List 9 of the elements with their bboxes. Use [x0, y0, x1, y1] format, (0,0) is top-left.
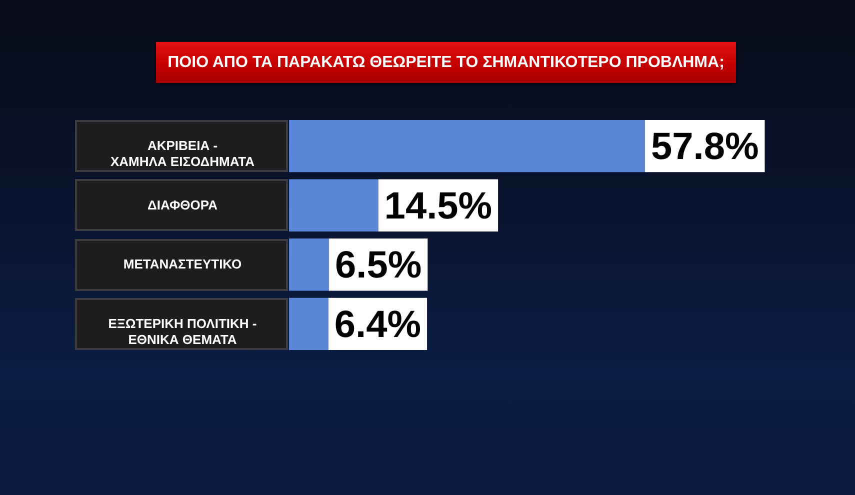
y-tick-label: ΑΚΡΙΒΕΙΑ - ΧΑΜΗΛΑ ΕΙΣΟΔΗΜΑΤΑ [110, 138, 256, 170]
y-tick-label: ΕΞΩΤΕΡΙΚΗ ΠΟΛΙΤΙΚΗ - ΕΘΝΙΚΑ ΘΕΜΑΤΑ [108, 316, 257, 347]
chart-title: ΠΟΙΟ ΑΠΟ ΤΑ ΠΑΡΑΚΑΤΩ ΘΕΩΡΕΙΤΕ ΤΟ ΣΗΜΑΝΤΙΚΟΤΕΡΟ ΠΡΟΒΛΗΜΑ; [168, 54, 724, 71]
data-label: 14.5% [384, 185, 492, 228]
y-tick-label: ΜΕΤΑΝΑΣΤΕΥΤΙΚΟ [123, 256, 242, 272]
data-label: 57.8% [651, 126, 759, 168]
data-label: 6.5% [335, 244, 422, 287]
data-label: 6.4% [334, 304, 422, 346]
y-tick-label: ΔΙΑΦΘΟΡΑ [148, 197, 218, 212]
